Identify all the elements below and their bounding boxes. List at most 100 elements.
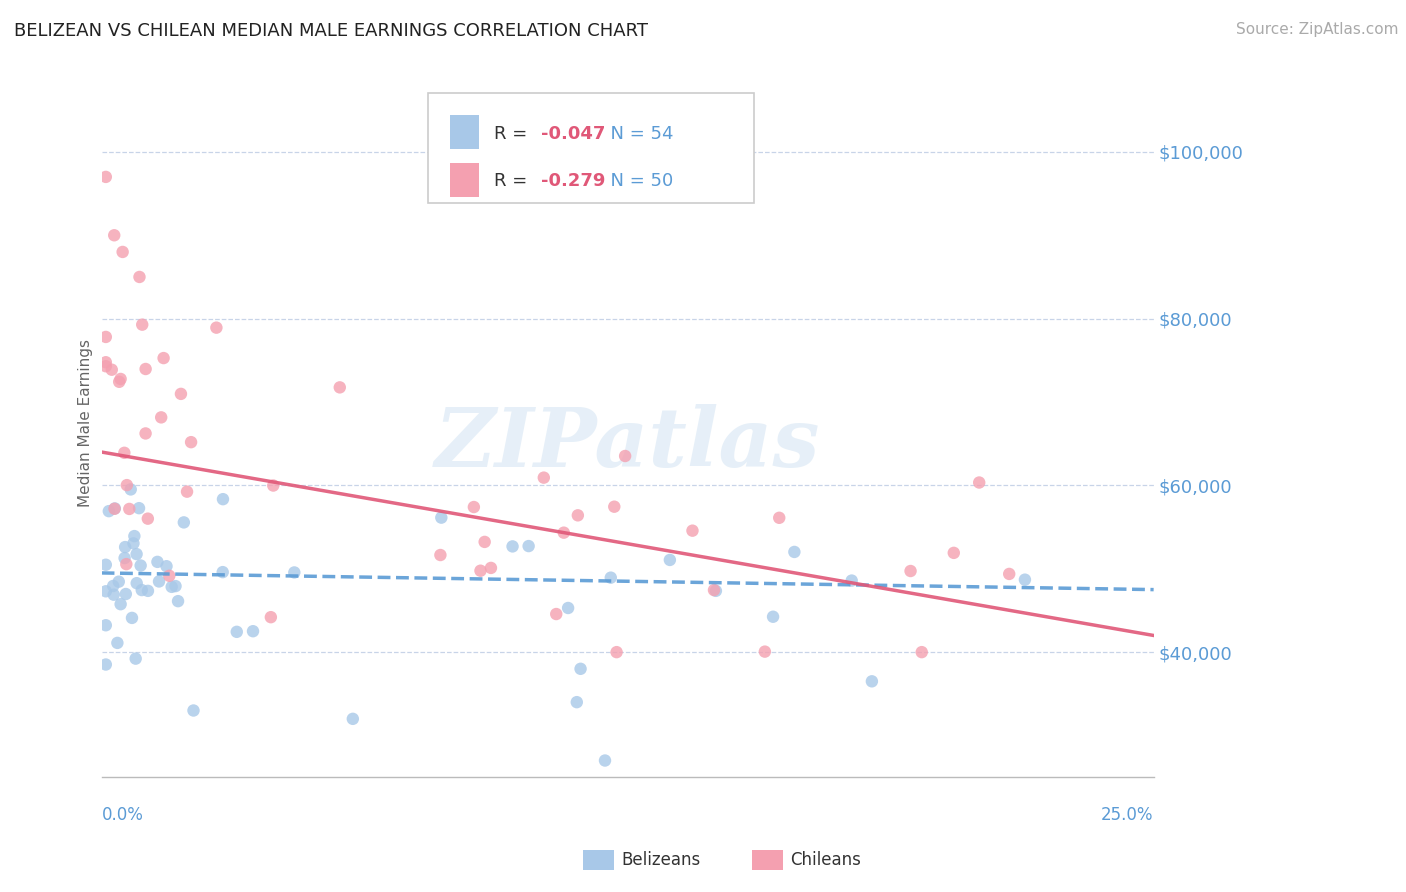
Point <box>115 557 138 571</box>
Point <box>553 525 575 540</box>
Point <box>103 588 125 602</box>
Point <box>567 508 589 523</box>
Point <box>165 579 187 593</box>
Text: Source: ZipAtlas.com: Source: ZipAtlas.com <box>1236 22 1399 37</box>
Point <box>942 546 965 560</box>
Point <box>754 645 776 659</box>
Point <box>998 566 1021 581</box>
Point <box>94 584 117 599</box>
Point <box>212 492 235 507</box>
Point <box>430 510 453 524</box>
Point <box>599 571 621 585</box>
Point <box>329 380 352 394</box>
Point <box>129 558 152 573</box>
Point <box>110 372 132 386</box>
Point <box>860 674 883 689</box>
Point <box>180 435 202 450</box>
Text: N = 54: N = 54 <box>599 125 673 143</box>
Point <box>115 478 138 492</box>
Point <box>157 569 180 583</box>
Point <box>110 597 132 611</box>
Point <box>502 540 524 554</box>
Point <box>205 320 228 334</box>
Point <box>128 501 150 516</box>
Text: ZIPatlas: ZIPatlas <box>434 404 820 484</box>
Point <box>94 558 117 572</box>
FancyBboxPatch shape <box>427 94 754 203</box>
Point <box>136 583 159 598</box>
Point <box>262 478 284 492</box>
Point <box>135 426 157 441</box>
Point <box>152 351 174 365</box>
Point <box>128 269 150 284</box>
FancyBboxPatch shape <box>450 162 479 197</box>
Point <box>614 449 637 463</box>
Point <box>121 611 143 625</box>
Text: BELIZEAN VS CHILEAN MEDIAN MALE EARNINGS CORRELATION CHART: BELIZEAN VS CHILEAN MEDIAN MALE EARNINGS… <box>14 22 648 40</box>
Point <box>911 645 934 659</box>
Point <box>131 583 153 598</box>
Point <box>703 582 725 597</box>
Point <box>94 355 117 369</box>
Point <box>94 169 117 184</box>
Point <box>176 484 198 499</box>
Point <box>103 501 125 516</box>
Point <box>97 504 120 518</box>
Point <box>100 362 122 376</box>
Point <box>429 548 451 562</box>
Point <box>125 576 148 591</box>
Point <box>114 587 136 601</box>
Point <box>682 524 704 538</box>
Point <box>565 695 588 709</box>
Point <box>183 704 205 718</box>
Point <box>463 500 485 514</box>
Point <box>546 607 568 621</box>
Point <box>479 561 502 575</box>
Point <box>967 475 990 490</box>
Point <box>136 511 159 525</box>
Text: 25.0%: 25.0% <box>1101 806 1154 824</box>
Point <box>768 510 790 524</box>
Point <box>783 545 806 559</box>
Point <box>124 529 146 543</box>
Point <box>1014 573 1036 587</box>
Point <box>517 539 540 553</box>
Point <box>125 547 148 561</box>
Text: -0.279: -0.279 <box>541 172 606 190</box>
Point <box>148 574 170 589</box>
Point <box>242 624 264 639</box>
Point <box>122 536 145 550</box>
Point <box>167 594 190 608</box>
Point <box>114 551 136 566</box>
Point <box>94 359 117 374</box>
Point <box>125 651 148 665</box>
Point <box>173 516 195 530</box>
Point <box>101 579 124 593</box>
Point <box>283 566 305 580</box>
Point <box>120 483 142 497</box>
Point <box>105 636 128 650</box>
Point <box>111 244 134 259</box>
Point <box>94 618 117 632</box>
Point <box>704 583 727 598</box>
Point <box>900 564 922 578</box>
Point <box>593 754 616 768</box>
Point <box>211 565 233 579</box>
Point <box>557 601 579 615</box>
Point <box>118 502 141 516</box>
Y-axis label: Median Male Earnings: Median Male Earnings <box>79 339 93 507</box>
Text: R =: R = <box>494 125 533 143</box>
Point <box>841 574 863 588</box>
Point <box>533 470 555 484</box>
Point <box>94 657 117 672</box>
Point <box>603 500 626 514</box>
Point <box>146 555 169 569</box>
Text: R =: R = <box>494 172 533 190</box>
Point <box>112 446 135 460</box>
Point <box>170 387 193 401</box>
Point <box>160 580 183 594</box>
Point <box>108 375 131 389</box>
Point <box>225 624 247 639</box>
Point <box>150 410 173 425</box>
Point <box>107 574 129 589</box>
